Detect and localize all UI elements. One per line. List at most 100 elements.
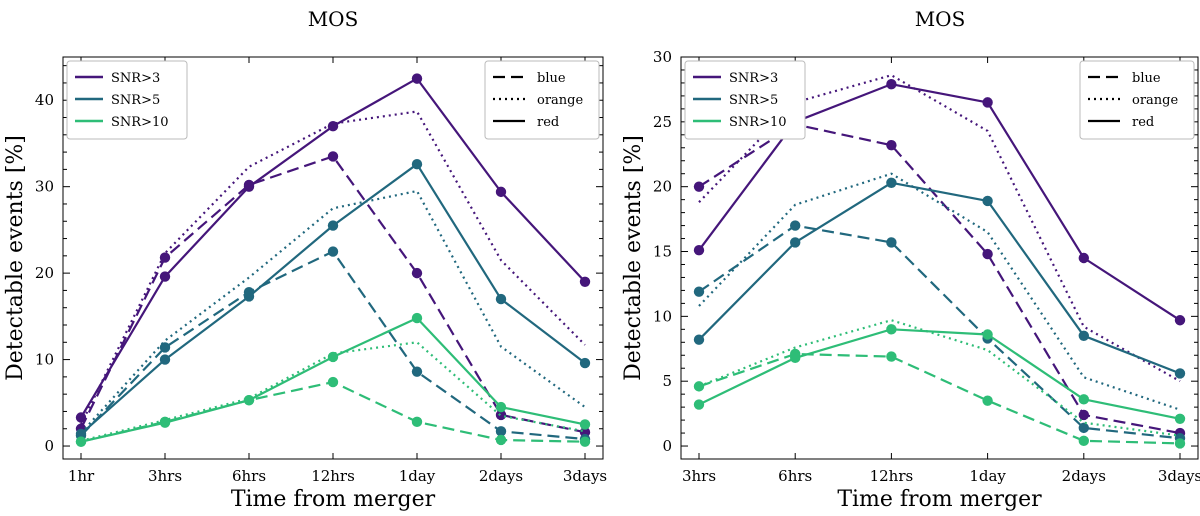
data-point [982, 195, 993, 207]
data-point [327, 246, 339, 257]
y-tick-label: 15 [653, 243, 672, 261]
legend-label: blue [1132, 71, 1161, 86]
legend-label: orange [1132, 93, 1178, 108]
data-point [1174, 413, 1186, 424]
x-tick-label: 1day [399, 467, 436, 485]
x-tick-label: 3days [1158, 467, 1200, 485]
data-point [495, 434, 507, 446]
data-point [159, 416, 171, 428]
series-line-snr10-blue [698, 352, 1181, 445]
data-point [982, 248, 993, 260]
data-point [1078, 422, 1090, 434]
data-point [411, 159, 423, 170]
data-point [886, 139, 897, 151]
data-point [159, 354, 171, 365]
legend-style: blue orange red [484, 60, 600, 140]
series-line-snr3-orange [80, 110, 586, 425]
data-point [75, 436, 87, 447]
chart-title: MOS [308, 7, 359, 31]
legend-label: SNR>10 [111, 115, 169, 130]
data-point [982, 395, 993, 406]
x-tick-label: 12hrs [870, 467, 914, 485]
data-point [411, 366, 423, 377]
series-line-snr5-blue [698, 224, 1181, 440]
y-axis-label: Detectable events [%] [621, 135, 646, 381]
legend-label: red [537, 115, 559, 130]
x-tick-label: 6hrs [232, 467, 266, 485]
data-point [982, 97, 993, 108]
data-point [411, 312, 423, 324]
legend-box [66, 60, 188, 140]
data-point [75, 412, 87, 423]
data-point [1078, 252, 1090, 264]
data-point [693, 181, 705, 192]
data-point [886, 79, 897, 90]
y-tick-label: 10 [653, 307, 672, 325]
x-tick-label: 2days [479, 467, 523, 485]
y-tick-label: 25 [653, 113, 672, 131]
x-tick-label: 3hrs [148, 467, 182, 485]
data-point [579, 436, 591, 447]
legend-label: orange [537, 93, 583, 108]
data-point [495, 401, 507, 413]
data-point [495, 426, 507, 437]
series-line-snr5-orange [698, 172, 1181, 411]
data-point [886, 237, 897, 248]
legend-label: SNR>5 [729, 93, 778, 108]
series-line-snr5-red [698, 181, 1181, 375]
x-tick-label: 3days [563, 467, 607, 485]
data-point [495, 186, 507, 198]
data-point [693, 245, 705, 256]
y-axis-label: Detectable events [%] [3, 135, 28, 381]
data-point [1078, 394, 1090, 405]
legend-box [684, 60, 806, 140]
x-tick-label: 3hrs [682, 467, 716, 485]
legend-snr: SNR>3 SNR>5 SNR>10 [684, 60, 806, 140]
y-tick-label: 30 [35, 178, 54, 196]
data-point [1078, 330, 1090, 342]
legend-label: SNR>10 [729, 115, 787, 130]
series-line-snr5-red [80, 163, 586, 435]
data-point [159, 271, 171, 282]
x-tick-label: 1hr [68, 467, 95, 485]
x-tick-label: 2days [1062, 467, 1106, 485]
data-point [327, 151, 339, 162]
x-axis-label: Time from merger [231, 487, 436, 512]
data-point [982, 329, 993, 340]
data-point [693, 334, 705, 345]
y-tick-label: 10 [35, 351, 54, 369]
legend-label: red [1132, 115, 1154, 130]
data-point [411, 416, 423, 428]
legend-label: SNR>3 [111, 71, 160, 86]
data-point [1078, 409, 1090, 421]
y-tick-label: 0 [662, 437, 672, 455]
data-point [1078, 435, 1090, 447]
legend-box [484, 60, 600, 140]
series-line-snr10-red [698, 328, 1181, 420]
data-point [243, 179, 255, 191]
y-tick-label: 5 [662, 372, 672, 390]
y-tick-label: 20 [35, 264, 54, 282]
x-tick-label: 12hrs [311, 467, 355, 485]
data-point [327, 376, 339, 388]
chart-title: MOS [915, 7, 966, 31]
chart-panel-2: MOS 3hrs 6hrs 12hrs 1day 2days 3days 0 5 10 15 20 25… [621, 7, 1200, 512]
data-point [579, 276, 591, 287]
data-point [411, 267, 423, 279]
legend-box [1079, 60, 1195, 140]
y-tick-label: 30 [653, 48, 672, 66]
data-point [495, 293, 507, 305]
data-point [693, 399, 705, 410]
data-point [790, 348, 801, 360]
y-tick-label: 40 [35, 91, 54, 109]
data-point [1174, 315, 1186, 326]
data-point [886, 351, 897, 362]
data-point [886, 324, 897, 335]
data-point [886, 177, 897, 188]
plot-frame [680, 56, 1199, 460]
data-point [790, 237, 801, 248]
y-tick-label: 20 [653, 178, 672, 196]
data-point [1174, 438, 1186, 449]
x-tick-label: 1day [969, 467, 1006, 485]
